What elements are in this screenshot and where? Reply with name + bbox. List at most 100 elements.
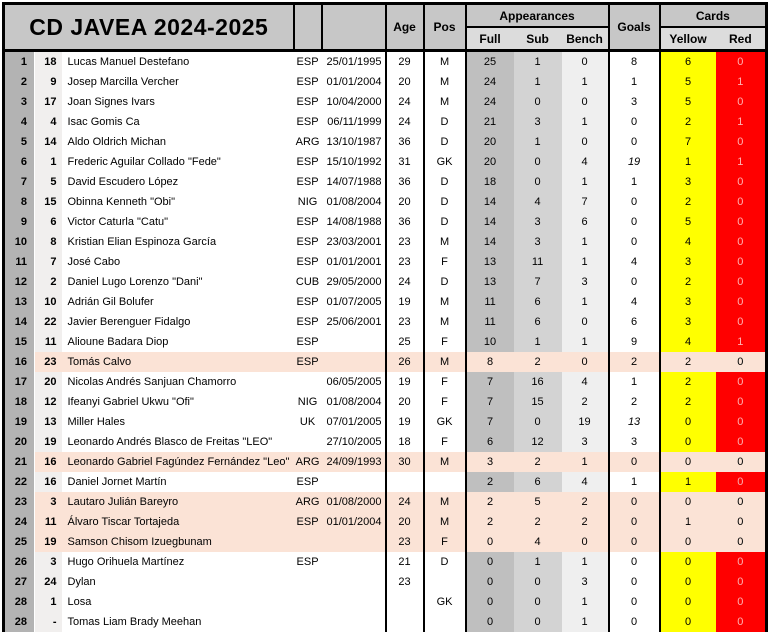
goals-cell: 2 (608, 352, 661, 372)
nationality-cell: ESP (296, 116, 319, 128)
shirt-number-cell: 15 (34, 192, 62, 212)
nationality-cell: ESP (296, 236, 319, 248)
player-row: 14 22 Javier Berenguer Fidalgo ESP 25/06/200… (3, 312, 767, 332)
red-cards-cell: 0 (715, 252, 767, 272)
red-cards-cell: 0 (715, 592, 767, 612)
birthdate-cell: 01/07/2005 (321, 292, 387, 312)
apps-full-cell: 3 (465, 452, 514, 472)
apps-sub-cell: 3 (513, 212, 562, 232)
apps-bench-cell: 0 (561, 132, 610, 152)
player-name-cell: Tomás Calvo (61, 352, 294, 372)
yellow-cards-cell: 0 (659, 452, 716, 472)
birthdate-cell: 23/03/2001 (321, 232, 387, 252)
yellow-cards-cell: 0 (659, 432, 716, 452)
player-row: 11 7 José Cabo ESP 01/01/2001 23 F 13 11 1 4 3 0 (3, 252, 767, 272)
apps-sub-cell: 4 (513, 192, 562, 212)
apps-full-cell: 18 (465, 172, 514, 192)
position-cell (423, 572, 467, 592)
goals-cell: 0 (608, 512, 661, 532)
red-cards-cell: 0 (715, 472, 767, 492)
player-name-cell: Hugo Orihuela Martínez (67, 556, 185, 568)
apps-bench-cell: 1 (561, 292, 610, 312)
yellow-cards-cell: 2 (659, 352, 716, 372)
apps-bench-cell: 2 (561, 392, 610, 412)
apps-sub-cell: 0 (513, 612, 562, 632)
nationality-cell: ARG (295, 136, 320, 148)
player-row: 20 19 Leonardo Andrés Blasco de Freitas "L… (3, 432, 767, 452)
goals-cell: 13 (608, 412, 661, 432)
yellow-cards-cell: 0 (659, 492, 716, 512)
row-number-cell: 1 (3, 50, 35, 72)
player-row: 18 12 Ifeanyi Gabriel Ukwu "Ofi" NIG 01/08/2… (3, 392, 767, 412)
goals-cell: 0 (608, 532, 661, 552)
apps-sub-cell: 12 (513, 432, 562, 452)
nationality-cell: ESP (296, 216, 319, 228)
yellow-cards-cell: 6 (659, 50, 716, 72)
player-row: 23 3 Lautaro Julián Bareyro ARG 01/08/2000 24… (3, 492, 767, 512)
player-row: 6 1 Frederic Aguilar Collado "Fede" ESP 15/1… (3, 152, 767, 172)
birthdate-cell: 14/07/1988 (321, 172, 387, 192)
age-cell: 18 (385, 432, 425, 452)
age-cell: 29 (385, 50, 425, 72)
yellow-column-header: Yellow (659, 27, 716, 52)
yellow-cards-cell: 1 (659, 512, 716, 532)
nationality-cell: ESP (296, 96, 319, 108)
nationality-cell: ESP (296, 76, 319, 88)
nationality-cell: ESP (296, 476, 319, 488)
apps-full-cell: 20 (465, 152, 514, 172)
player-name-cell: Alioune Badara Diop (67, 336, 169, 348)
yellow-cards-cell: 2 (659, 272, 716, 292)
apps-bench-cell: 3 (561, 272, 610, 292)
apps-bench-cell: 1 (561, 592, 610, 612)
player-name-cell: Daniel Jornet Martín (67, 476, 167, 488)
nationality-cell: ESP (293, 512, 322, 532)
yellow-cards-cell: 7 (659, 132, 716, 152)
shirt-number-cell: 7 (34, 252, 62, 272)
red-cards-cell: 0 (715, 352, 767, 372)
nationality-cell: NIG (297, 196, 318, 208)
apps-full-cell: 25 (465, 50, 514, 72)
apps-sub-cell: 0 (513, 592, 562, 612)
apps-bench-cell: 1 (561, 112, 610, 132)
birthdate-cell (321, 612, 387, 632)
goals-cell: 6 (608, 312, 661, 332)
red-cards-cell: 0 (715, 92, 767, 112)
red-cards-cell: 0 (715, 512, 767, 532)
shirt-number-cell: 16 (34, 472, 62, 492)
apps-full-cell: 11 (465, 312, 514, 332)
apps-full-cell: 14 (465, 192, 514, 212)
position-cell: M (423, 50, 467, 72)
shirt-number-cell: 1 (34, 592, 62, 612)
row-number-cell: 22 (3, 472, 35, 492)
nationality-cell (294, 432, 322, 452)
yellow-cards-cell: 0 (659, 532, 716, 552)
shirt-number-cell: 13 (34, 412, 62, 432)
nationality-cell: ESP (296, 316, 319, 328)
row-number-cell: 4 (3, 112, 35, 132)
birthdate-cell: 13/10/1987 (321, 132, 387, 152)
goals-column-header: Goals (607, 2, 661, 52)
shirt-number-cell: 9 (34, 72, 62, 92)
age-cell: 26 (385, 352, 425, 372)
age-cell: 24 (385, 272, 425, 292)
apps-sub-cell: 0 (513, 572, 562, 592)
apps-bench-cell: 6 (561, 212, 610, 232)
age-cell: 24 (385, 112, 425, 132)
red-cards-cell: 1 (715, 112, 767, 132)
red-cards-cell: 0 (715, 392, 767, 412)
position-cell: M (423, 512, 467, 532)
age-cell (385, 612, 425, 632)
player-row: 17 20 Nicolas Andrés Sanjuan Chamorro 06/05… (3, 372, 767, 392)
age-cell: 23 (385, 312, 425, 332)
birthdate-cell: 07/01/2005 (321, 412, 387, 432)
apps-bench-cell: 3 (561, 572, 610, 592)
player-name-cell: Leonardo Andrés Blasco de Freitas "LEO" (67, 436, 273, 448)
table-header: CD JAVEA 2024-2025 Age Pos Appearances G… (2, 2, 768, 52)
goals-cell: 0 (608, 272, 661, 292)
apps-bench-cell: 2 (561, 492, 610, 512)
red-cards-cell: 0 (715, 532, 767, 552)
position-cell: M (423, 72, 467, 92)
player-row: 22 16 Daniel Jornet Martín ESP 2 6 4 1 1 0 (3, 472, 767, 492)
goals-cell: 0 (608, 232, 661, 252)
